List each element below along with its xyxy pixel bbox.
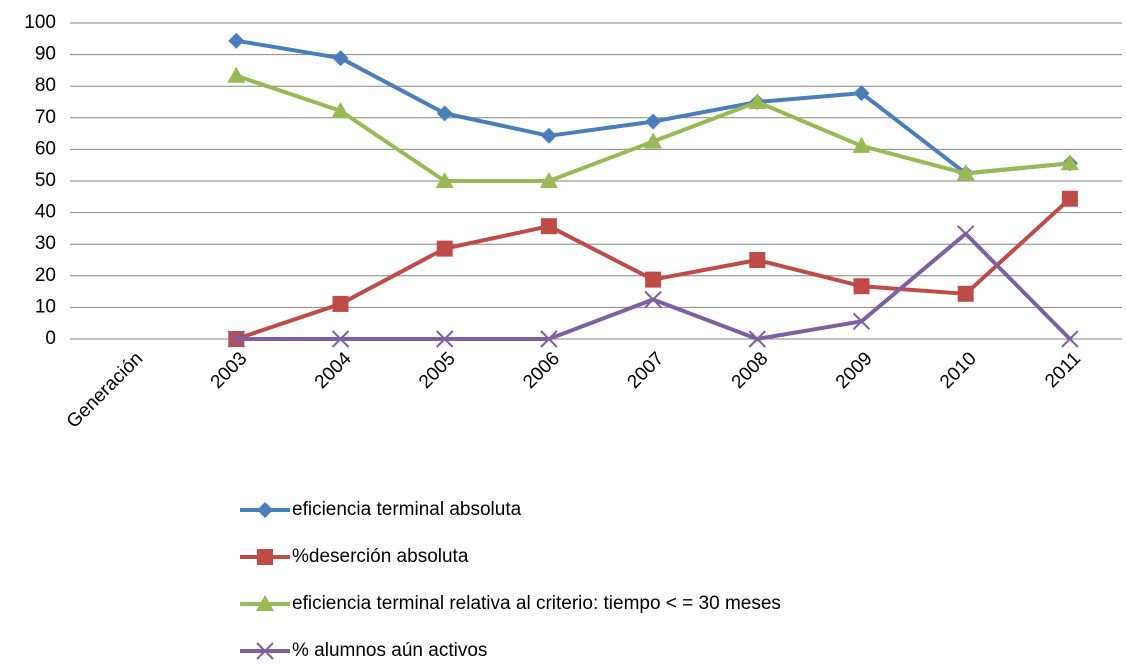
y-tick-label: 10 xyxy=(35,296,56,317)
legend-entry: %deserción absoluta xyxy=(240,546,469,567)
marker xyxy=(332,50,349,67)
x-tick-label: 2011 xyxy=(1041,348,1085,392)
series-line xyxy=(235,38,1071,176)
marker xyxy=(1061,330,1079,348)
marker xyxy=(645,271,662,288)
y-tick-label: 90 xyxy=(35,44,56,65)
y-tick-label: 70 xyxy=(35,107,56,128)
marker xyxy=(435,172,454,188)
marker xyxy=(540,218,557,235)
marker xyxy=(332,295,349,312)
x-tick-label: 2006 xyxy=(519,348,564,393)
marker xyxy=(853,278,870,295)
legend-entry: eficiencia terminal relativa al criterio… xyxy=(240,593,781,614)
y-tick-label: 80 xyxy=(35,75,56,96)
x-tick-label: 2005 xyxy=(415,348,460,393)
x-tick-label: 2008 xyxy=(728,348,773,393)
x-tick-label: 2004 xyxy=(311,348,356,393)
x-tick-label: 2007 xyxy=(623,348,668,393)
marker xyxy=(436,240,453,257)
marker xyxy=(852,312,871,331)
marker xyxy=(852,136,871,153)
marker xyxy=(228,32,245,49)
marker xyxy=(540,330,558,348)
marker xyxy=(540,127,557,144)
marker xyxy=(957,285,974,302)
x-tick-label: 2010 xyxy=(936,348,981,393)
marker xyxy=(748,330,767,348)
legend-label: eficiencia terminal relativa al criterio… xyxy=(292,593,781,614)
legend-entry: % alumnos aún activos xyxy=(240,640,487,661)
y-tick-label: 20 xyxy=(35,265,56,286)
series-line xyxy=(235,197,1072,341)
legend-marker xyxy=(257,502,273,518)
y-tick-label: 50 xyxy=(35,170,56,191)
marker xyxy=(645,113,662,130)
y-tick-label: 100 xyxy=(24,12,56,33)
legend-marker xyxy=(256,595,274,611)
y-tick-label: 30 xyxy=(35,233,56,254)
legend-label: eficiencia terminal absoluta xyxy=(292,499,522,520)
marker xyxy=(644,132,663,149)
x-tick-label: Generación xyxy=(63,348,147,432)
marker xyxy=(1060,154,1079,171)
marker xyxy=(331,330,350,348)
marker xyxy=(748,93,767,109)
marker xyxy=(853,85,870,102)
marker xyxy=(956,225,975,243)
legend-label: %deserción absoluta xyxy=(292,546,469,567)
marker xyxy=(539,172,558,188)
y-tick-label: 0 xyxy=(45,328,56,349)
legend-label: % alumnos aún activos xyxy=(292,640,487,661)
marker xyxy=(644,290,662,309)
marker xyxy=(436,105,453,122)
marker xyxy=(956,164,975,181)
marker xyxy=(435,330,454,348)
legend-marker xyxy=(256,642,274,660)
marker xyxy=(331,101,350,118)
y-tick-label: 40 xyxy=(35,202,56,223)
y-tick-label: 60 xyxy=(35,138,56,159)
marker xyxy=(227,66,246,83)
legend-entry: eficiencia terminal absoluta xyxy=(240,499,522,520)
marker xyxy=(227,330,246,348)
x-tick-label: 2009 xyxy=(832,348,877,393)
marker xyxy=(1061,190,1078,207)
x-tick-label: 2003 xyxy=(207,348,252,393)
legend-marker xyxy=(257,549,273,565)
marker xyxy=(749,252,766,268)
